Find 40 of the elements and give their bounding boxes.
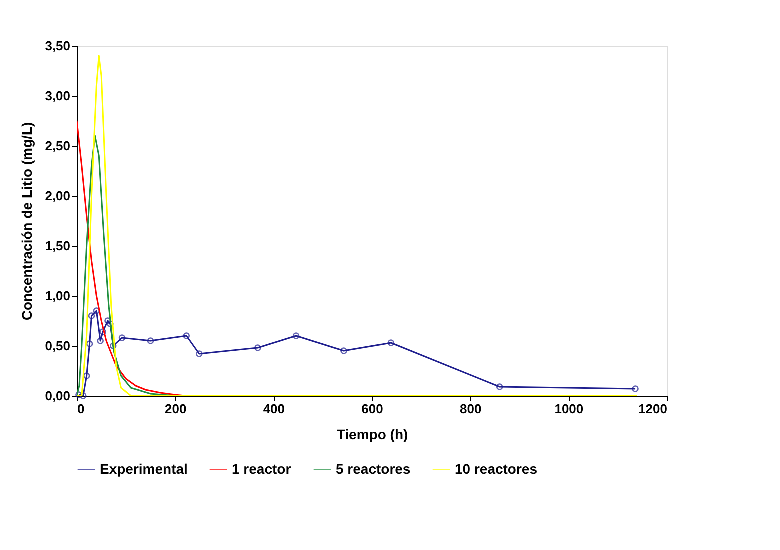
point — [93, 308, 100, 314]
y-tick-label: 2,50 — [45, 138, 70, 154]
point — [86, 340, 94, 348]
point — [496, 384, 504, 390]
point — [254, 344, 262, 352]
x-tick-label: 1000 — [554, 402, 584, 416]
point — [97, 338, 104, 344]
legend-label: 5 reactores — [336, 460, 411, 477]
point — [118, 334, 126, 342]
point — [100, 328, 106, 336]
y-tick-label: 2,00 — [45, 188, 70, 204]
y-tick-label: 1,00 — [45, 288, 70, 304]
point — [88, 312, 96, 320]
x-axis-title: Tiempo (h) — [336, 426, 408, 442]
point — [183, 332, 190, 340]
point — [292, 332, 300, 340]
x-tick-label: 800 — [460, 402, 482, 416]
legend-label: Experimental — [100, 460, 188, 477]
x-tick-label: 200 — [164, 402, 187, 416]
x-tick-label: 0 — [78, 402, 85, 416]
point — [110, 342, 117, 350]
point — [340, 348, 348, 354]
legend-label: 10 reactores — [455, 460, 538, 477]
point — [83, 372, 90, 380]
x-tick-label: 400 — [263, 402, 286, 416]
y-tick-label: 0,00 — [45, 388, 70, 404]
x-tick-label: 600 — [362, 402, 384, 416]
point — [196, 350, 203, 358]
y-tick-label: 3,50 — [45, 38, 70, 54]
y-tick-label: 3,00 — [45, 88, 70, 104]
point — [388, 340, 395, 346]
y-axis-title: Concentración de Litio (mg/L) — [19, 122, 36, 321]
line-series — [77, 55, 638, 396]
x-tick-label: 1200 — [638, 402, 668, 416]
point — [104, 318, 112, 324]
legend-label: 1 reactor — [232, 460, 292, 477]
y-tick-label: 1,50 — [45, 238, 70, 254]
y-tick-label: 0,50 — [45, 338, 70, 354]
point — [147, 338, 154, 344]
point — [80, 392, 87, 400]
